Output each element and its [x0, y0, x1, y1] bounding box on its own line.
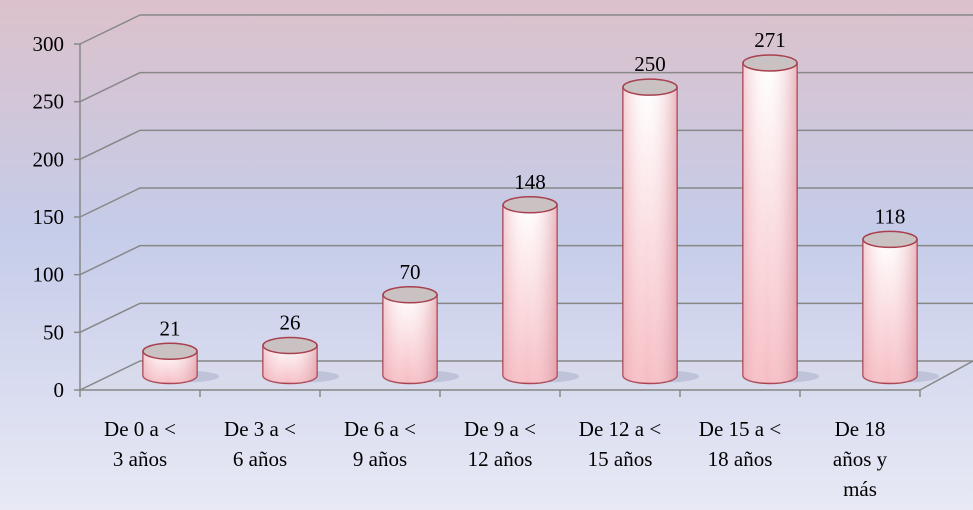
y-tick-label: 50	[43, 320, 64, 344]
x-tick-label: 12 años	[468, 447, 533, 471]
bar-shade	[263, 345, 317, 384]
x-tick-label: De 18	[835, 417, 886, 441]
grid-line	[79, 14, 973, 45]
x-tick-label: años y	[833, 447, 888, 471]
x-tick-label: más	[843, 477, 877, 501]
bar	[382, 286, 459, 385]
data-label: 26	[280, 311, 301, 335]
data-label: 250	[634, 52, 666, 76]
x-tick-label: 15 años	[588, 447, 653, 471]
y-tick-label: 200	[33, 147, 65, 171]
bar-shade	[503, 204, 557, 384]
y-tick-label: 300	[33, 32, 65, 56]
x-tick-label: De 0 a <	[104, 417, 176, 441]
bar	[262, 336, 339, 385]
x-tick-label: De 12 a <	[579, 417, 661, 441]
y-tick-label: 150	[33, 205, 65, 229]
grid-line	[79, 244, 973, 276]
data-label: 21	[160, 316, 181, 340]
grid-line	[79, 360, 973, 391]
x-tick-label: De 3 a <	[224, 417, 296, 441]
bar-top	[862, 230, 918, 249]
grid-line	[79, 302, 973, 334]
bar	[862, 230, 939, 385]
bar	[142, 342, 219, 385]
data-label: 118	[875, 204, 906, 228]
bar-shade	[143, 351, 197, 384]
grid-line	[79, 71, 973, 103]
y-tick-label: 250	[33, 90, 65, 114]
bar-top	[502, 196, 558, 214]
bar-top	[742, 54, 798, 72]
bar-shade	[383, 294, 437, 384]
x-tick-label: 18 años	[708, 447, 773, 471]
data-label: 148	[514, 170, 546, 194]
x-tick-label: 3 años	[113, 447, 167, 471]
x-tick-label: 6 años	[233, 447, 287, 471]
bar	[742, 54, 819, 385]
grid-line	[79, 187, 973, 218]
x-tick-label: De 6 a <	[344, 417, 416, 441]
y-tick-label: 100	[33, 263, 65, 287]
bar-top	[142, 342, 198, 361]
bar-shade	[623, 87, 677, 384]
y-tick-label: 0	[54, 378, 65, 402]
floor-edge	[919, 360, 973, 391]
x-tick-label: De 15 a <	[699, 417, 781, 441]
bar-shade	[863, 239, 917, 384]
grid-line	[79, 129, 973, 161]
bar-top	[262, 336, 318, 355]
bar	[622, 78, 699, 385]
bar-shade	[743, 62, 797, 384]
bar	[502, 196, 579, 385]
data-label: 70	[400, 260, 421, 284]
data-label: 271	[754, 28, 786, 52]
bar-top	[382, 286, 438, 304]
bar-top	[622, 78, 678, 96]
x-tick-label: De 9 a <	[464, 417, 536, 441]
x-tick-label: 9 años	[353, 447, 407, 471]
